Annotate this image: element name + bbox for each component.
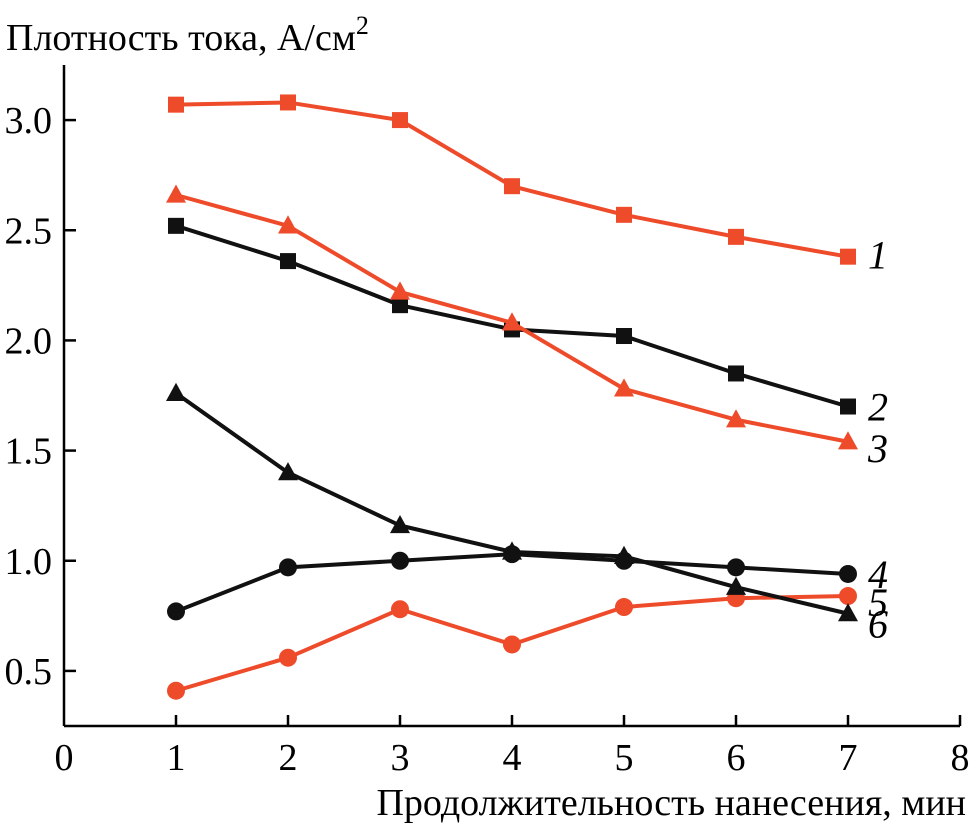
data-point-square	[728, 228, 744, 245]
data-point-square	[504, 178, 520, 195]
series-label: 1	[868, 233, 888, 278]
data-point-square	[616, 328, 632, 345]
series-4: 4	[167, 545, 888, 621]
data-point-square	[392, 297, 408, 314]
y-tick-label: 0.5	[5, 651, 53, 693]
data-point-square	[280, 253, 296, 270]
x-axis-title: Продолжительность нанесения, мин	[376, 782, 966, 824]
y-axis-title: Плотность тока, А/см2	[6, 11, 369, 59]
x-tick-label: 3	[391, 737, 410, 779]
data-point-triangle	[726, 576, 746, 595]
series-line	[174, 391, 849, 616]
y-tick-label: 2.0	[5, 320, 53, 362]
x-tick-label: 0	[55, 737, 74, 779]
data-point-triangle	[166, 382, 186, 401]
data-point-triangle	[390, 281, 410, 300]
data-point-square	[392, 112, 408, 129]
series-layer: 1 23 456	[166, 94, 888, 700]
data-point-triangle	[166, 184, 186, 203]
series-5: 5	[167, 580, 888, 700]
y-tick-label: 3.0	[5, 100, 53, 142]
data-point-square	[840, 398, 856, 415]
data-point-square	[840, 248, 856, 265]
x-tick-label: 4	[503, 737, 522, 779]
series-label: 5	[868, 580, 888, 625]
y-tick-label: 2.5	[5, 210, 53, 252]
data-point-circle	[167, 602, 185, 621]
y-tick-label: 1.5	[5, 431, 53, 473]
data-point-circle	[727, 558, 745, 577]
data-point-triangle	[838, 603, 858, 622]
data-point-triangle	[502, 541, 522, 560]
x-tick-label: 2	[279, 737, 298, 779]
data-point-triangle	[390, 514, 410, 534]
data-point-circle	[167, 681, 185, 700]
data-point-triangle	[614, 378, 634, 397]
series-2: 2	[168, 217, 888, 430]
x-tick-label: 8	[951, 737, 970, 779]
data-point-circle	[391, 600, 409, 619]
data-point-triangle	[838, 431, 858, 450]
series-3: 3	[166, 184, 888, 471]
data-point-triangle	[278, 462, 298, 481]
x-tick-label: 5	[615, 737, 634, 779]
y-axis-title-sup: 2	[356, 11, 369, 40]
data-point-square	[728, 365, 744, 382]
data-point-circle	[615, 598, 633, 617]
data-point-triangle	[614, 545, 634, 564]
data-point-square	[168, 96, 184, 113]
data-point-circle	[839, 564, 857, 583]
axes: 0 1 2 3 4 5 6 7 80.51.01.52.02.53.0	[5, 65, 970, 779]
series-label: 3	[867, 426, 888, 471]
data-point-triangle	[278, 215, 298, 234]
data-point-square	[616, 206, 632, 223]
series-label: 4	[868, 552, 888, 597]
data-point-circle	[279, 558, 297, 577]
data-point-circle	[503, 635, 521, 654]
data-point-triangle	[726, 409, 746, 428]
data-point-circle	[279, 648, 297, 667]
data-point-circle	[839, 587, 857, 606]
series-label: 6	[868, 602, 888, 647]
series-label: 2	[868, 385, 888, 430]
x-tick-label: 7	[839, 737, 858, 779]
series-1: 1	[168, 94, 888, 278]
x-tick-label: 6	[727, 737, 746, 779]
data-point-circle	[391, 551, 409, 570]
data-point-square	[168, 217, 184, 234]
y-tick-label: 1.0	[5, 541, 53, 583]
series-6: 6	[166, 382, 888, 647]
x-tick-label: 1	[167, 737, 186, 779]
y-axis-title-main: Плотность тока, А/см	[6, 17, 356, 59]
data-point-triangle	[502, 312, 522, 331]
data-point-square	[280, 94, 296, 111]
